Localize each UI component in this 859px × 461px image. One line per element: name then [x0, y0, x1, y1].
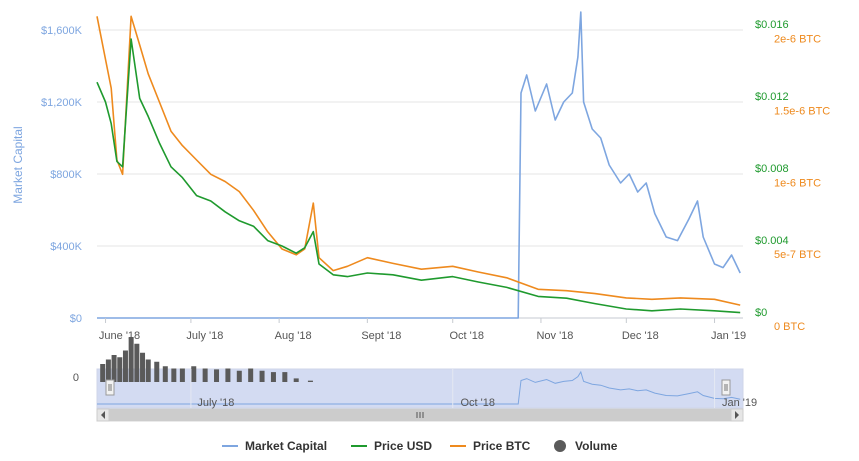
y-axis-left: $0 $400K $800K $1,200K $1,600K [41, 25, 83, 325]
volume-bar [270, 372, 276, 382]
x-tick-label: Dec '18 [622, 330, 659, 342]
y-left-tick-label: $1,600K [41, 25, 83, 37]
y-btc-tick-label: 5e-7 BTC [774, 249, 821, 261]
chevron-right-icon [735, 411, 739, 419]
y-usd-tick-label: $0 [755, 307, 767, 319]
volume-bar [145, 359, 151, 382]
navigator-tick-label: Oct '18 [460, 397, 495, 409]
y-axis-left-title: Market Capital [11, 126, 25, 203]
y-left-tick-label: $1,200K [41, 97, 83, 109]
legend-label: Price USD [374, 439, 432, 453]
x-tick-label: June '18 [99, 330, 140, 342]
legend-item-price-usd[interactable]: Price USD [351, 439, 432, 453]
volume-bar [128, 337, 134, 382]
series-line-price-usd [96, 38, 741, 314]
volume-bar [111, 355, 117, 382]
navigator-series-line [97, 370, 741, 405]
volume-axis-tick: 0 [73, 372, 79, 384]
volume-bar [191, 366, 197, 382]
navigator-handle-left[interactable] [105, 379, 115, 396]
volume-bar [134, 343, 140, 382]
legend-item-volume[interactable]: Volume [554, 439, 618, 453]
volume-bar [171, 368, 177, 382]
legend: Market Capital Price USD Price BTC Volume [222, 439, 618, 453]
y-left-tick-label: $0 [70, 313, 82, 325]
y-left-tick-label: $400K [50, 241, 82, 253]
y-usd-tick-label: $0.004 [755, 235, 789, 247]
navigator-tick-label: Jan '19 [722, 397, 757, 409]
y-btc-tick-label: 2e-6 BTC [774, 34, 821, 46]
series-lines [96, 11, 741, 319]
x-tick-label: Sept '18 [361, 330, 401, 342]
y-axis-right-btc: 0 BTC 5e-7 BTC 1e-6 BTC 1.5e-6 BTC 2e-6 BTC [774, 34, 830, 333]
volume-bar [140, 352, 146, 382]
navigator-tick-label: July '18 [197, 397, 234, 409]
x-tick-label: Oct '18 [449, 330, 484, 342]
volume-bar [100, 364, 106, 382]
volume-bar [214, 369, 220, 382]
y-usd-tick-label: $0.008 [755, 163, 789, 175]
y-axis-right-usd: $0 $0.004 $0.008 $0.012 $0.016 [755, 19, 789, 319]
legend-symbol [554, 440, 566, 452]
volume-bar [117, 357, 123, 382]
volume-bar [225, 368, 231, 382]
chevron-left-icon [101, 411, 105, 419]
scrollbar[interactable] [96, 408, 744, 422]
volume-bar [105, 359, 111, 382]
y-btc-tick-label: 0 BTC [774, 321, 805, 333]
x-tick-label: July '18 [186, 330, 223, 342]
x-tick-label: Aug '18 [275, 330, 312, 342]
legend-label: Market Capital [245, 439, 327, 453]
series-line-price-btc [96, 15, 741, 306]
legend-label: Price BTC [473, 439, 531, 453]
x-tick-label: Nov '18 [536, 330, 573, 342]
volume-bar [202, 368, 208, 382]
volume-bar [179, 368, 185, 382]
volume-bar [154, 361, 160, 382]
y-usd-tick-label: $0.012 [755, 91, 789, 103]
volume-bar [282, 372, 288, 382]
volume-bar [307, 380, 313, 382]
navigator-handle-right[interactable] [721, 379, 731, 396]
volume-bar [248, 368, 254, 382]
x-tick-label: Jan '19 [711, 330, 746, 342]
grid-lines [97, 29, 743, 319]
volume-bar [122, 350, 128, 382]
volume-bar [259, 370, 265, 382]
navigator-selection [96, 368, 744, 409]
volume-bar [236, 370, 242, 382]
y-usd-tick-label: $0.016 [755, 19, 789, 31]
volume-bar [162, 366, 168, 382]
handle-grip [721, 379, 731, 396]
volume-bar [293, 378, 299, 382]
legend-item-price-btc[interactable]: Price BTC [450, 439, 531, 453]
x-axis: June '18 July '18 Aug '18 Sept '18 Oct '18 No… [99, 318, 746, 342]
series-line-market-capital [97, 11, 741, 319]
legend-label: Volume [575, 439, 618, 453]
y-left-tick-label: $800K [50, 169, 82, 181]
handle-grip [105, 379, 115, 396]
navigator[interactable]: 0 July '18 Oct '18 Jan '19 [73, 337, 757, 409]
y-btc-tick-label: 1e-6 BTC [774, 177, 821, 189]
y-btc-tick-label: 1.5e-6 BTC [774, 106, 830, 118]
legend-item-market-capital[interactable]: Market Capital [222, 439, 327, 453]
